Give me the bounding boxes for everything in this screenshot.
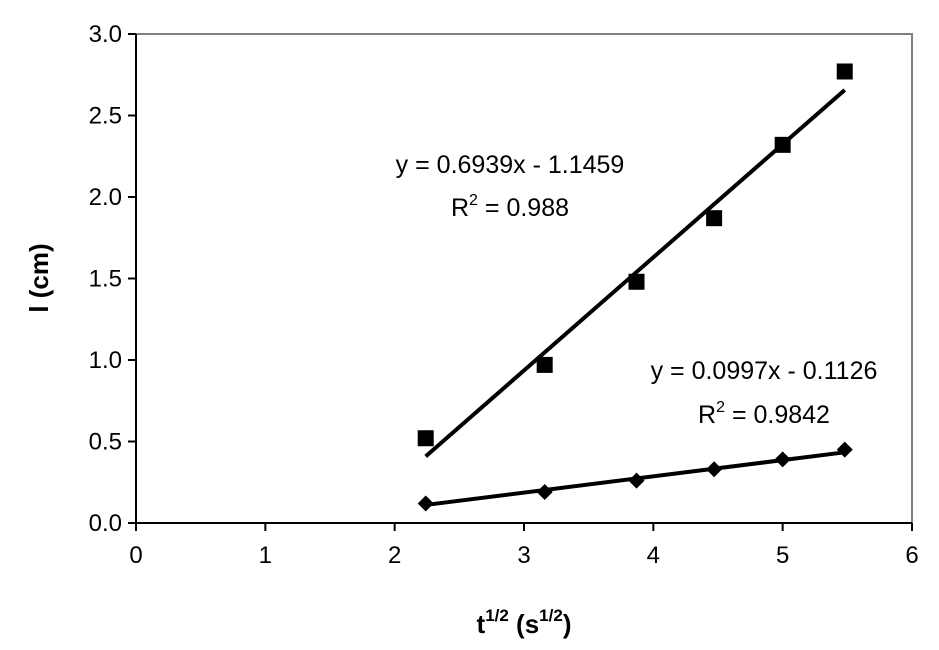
x-tick-label-4: 4	[647, 542, 660, 569]
point-series-1-5	[836, 63, 853, 80]
x-tick-label-5: 5	[776, 542, 789, 569]
point-series-2-1	[536, 484, 553, 501]
x-tick-label-0: 0	[129, 542, 142, 569]
point-series-1-1	[536, 356, 553, 373]
point-series-2-5	[836, 441, 853, 458]
x-tick-label-2: 2	[388, 542, 401, 569]
point-series-1-4	[774, 136, 791, 153]
x-tick-label-6: 6	[905, 542, 918, 569]
point-series-2-4	[774, 451, 791, 468]
x-tick-label-3: 3	[517, 542, 530, 569]
y-tick-label-1: 0.5	[89, 429, 122, 456]
equation-label-series-1: y = 0.6939x - 1.1459	[396, 151, 625, 179]
x-tick-label-1: 1	[259, 542, 272, 569]
tick-labels: 0 1 2 3 4 5 6 0.0 0.5 1.0 1.5 2.0 2.5 3.0	[89, 21, 919, 569]
x-axis-title: t1/2 (s1/2)	[477, 606, 572, 639]
equation-label-series-2: y = 0.0997x - 0.1126	[651, 357, 878, 385]
y-axis-title: l (cm)	[24, 243, 54, 312]
point-series-1-0	[417, 430, 434, 447]
ticks	[128, 33, 913, 531]
point-series-2-0	[417, 495, 434, 512]
plot-frame	[135, 33, 913, 524]
y-tick-label-5: 2.5	[89, 103, 122, 130]
point-series-2-2	[628, 472, 645, 489]
point-series-1-2	[628, 273, 645, 290]
r2-label-series-2: R2 = 0.9842	[698, 399, 830, 429]
r2-label-series-1: R2 = 0.988	[451, 192, 569, 222]
point-series-2-3	[706, 461, 723, 478]
data-points	[417, 63, 853, 512]
point-series-1-3	[706, 210, 723, 227]
y-tick-label-4: 2.0	[89, 184, 122, 211]
y-tick-label-6: 3.0	[89, 21, 122, 48]
y-tick-label-2: 1.0	[89, 347, 122, 374]
y-tick-label-0: 0.0	[89, 510, 122, 537]
y-tick-label-3: 1.5	[89, 266, 122, 293]
